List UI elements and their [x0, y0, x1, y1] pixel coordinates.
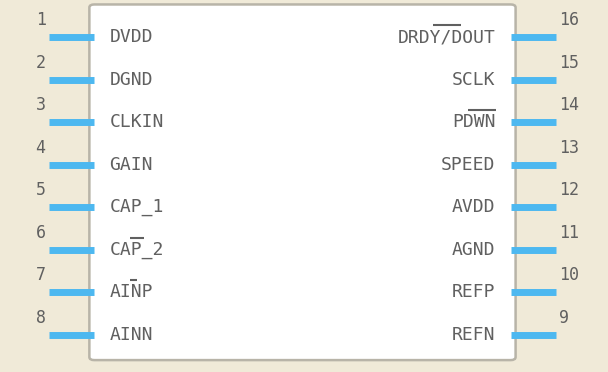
Text: 6: 6 — [36, 224, 46, 241]
Text: 10: 10 — [559, 266, 579, 284]
FancyBboxPatch shape — [89, 4, 516, 360]
Text: 16: 16 — [559, 11, 579, 29]
Text: REFN: REFN — [452, 326, 496, 344]
Text: SCLK: SCLK — [452, 71, 496, 89]
Text: SPEED: SPEED — [441, 156, 496, 174]
Text: 13: 13 — [559, 138, 579, 157]
Text: 11: 11 — [559, 224, 579, 241]
Text: 15: 15 — [559, 54, 579, 71]
Text: 3: 3 — [36, 96, 46, 114]
Text: AINN: AINN — [109, 326, 153, 344]
Text: 5: 5 — [36, 181, 46, 199]
Text: REFP: REFP — [452, 283, 496, 301]
Text: CLKIN: CLKIN — [109, 113, 164, 131]
Text: 9: 9 — [559, 309, 569, 327]
Text: DVDD: DVDD — [109, 28, 153, 46]
Text: 7: 7 — [36, 266, 46, 284]
Text: 2: 2 — [36, 54, 46, 71]
Text: DRDY/DOUT: DRDY/DOUT — [398, 28, 496, 46]
Text: AINP: AINP — [109, 283, 153, 301]
Text: AVDD: AVDD — [452, 198, 496, 216]
Text: DGND: DGND — [109, 71, 153, 89]
Text: GAIN: GAIN — [109, 156, 153, 174]
Text: 12: 12 — [559, 181, 579, 199]
Text: CAP_2: CAP_2 — [109, 241, 164, 259]
Text: PDWN: PDWN — [452, 113, 496, 131]
Text: 8: 8 — [36, 309, 46, 327]
Text: CAP_1: CAP_1 — [109, 198, 164, 216]
Text: 4: 4 — [36, 138, 46, 157]
Text: AGND: AGND — [452, 241, 496, 259]
Text: 14: 14 — [559, 96, 579, 114]
Text: 1: 1 — [36, 11, 46, 29]
